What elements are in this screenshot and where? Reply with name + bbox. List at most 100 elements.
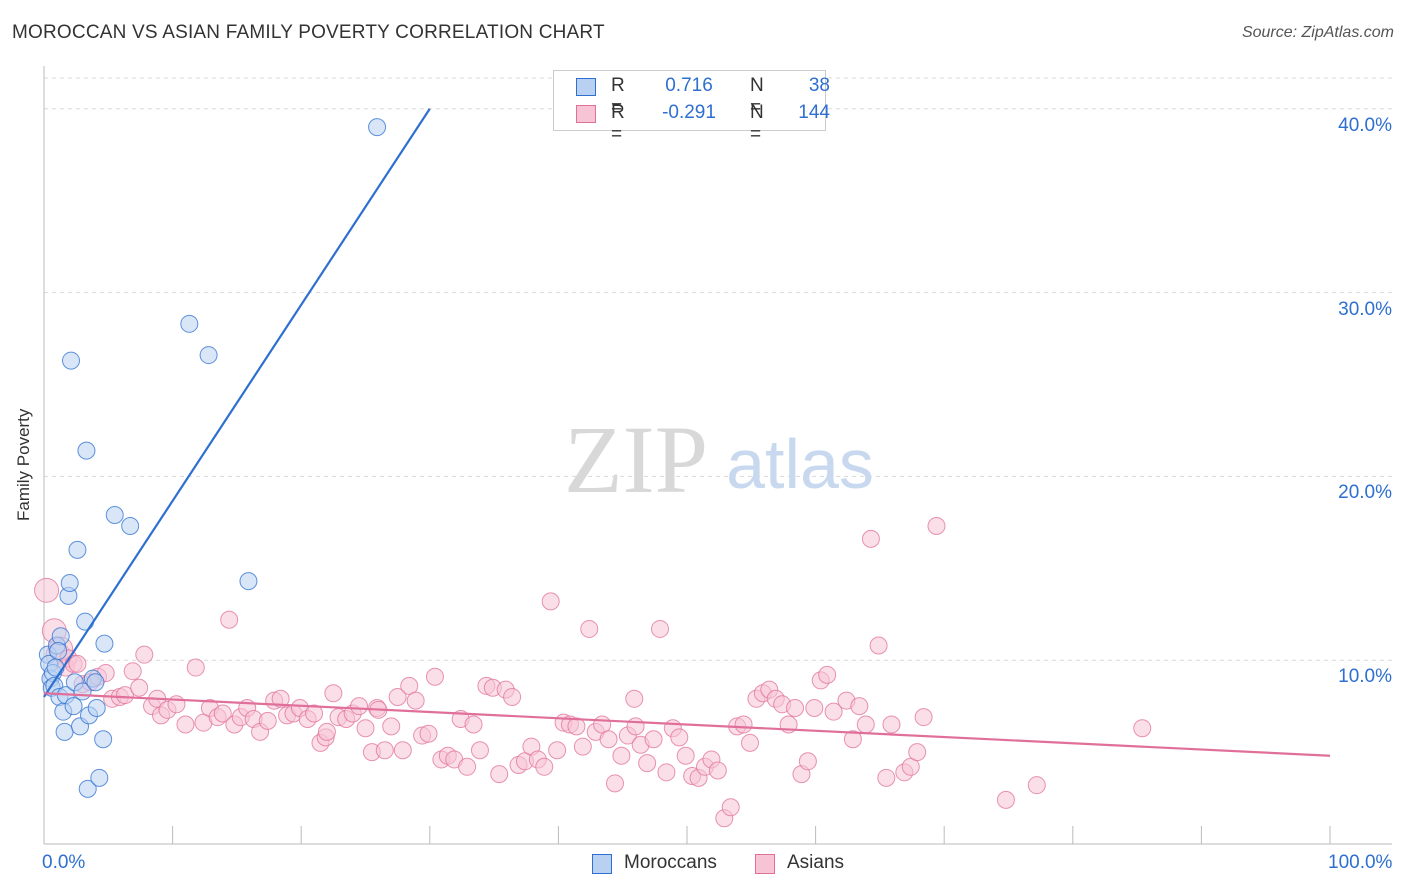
y-tick-label: 10.0%: [1338, 666, 1392, 688]
asians-point: [996, 790, 1015, 809]
asians-trend-line: [43, 692, 1331, 757]
asians-point: [798, 752, 817, 771]
asians-point: [388, 687, 407, 706]
moroccans-point: [199, 346, 218, 365]
watermark-zip: ZIP: [564, 406, 708, 513]
asians-point: [130, 678, 149, 697]
correlation-legend: R = 0.716 N = 38 R = -0.291 N = 144: [553, 70, 830, 145]
asians-point: [470, 741, 489, 760]
asians-point: [382, 717, 401, 736]
moroccans-point: [180, 314, 199, 333]
asians-point: [599, 730, 618, 749]
asians-point: [490, 765, 509, 784]
moroccans-point: [46, 658, 65, 677]
asians-point: [914, 708, 933, 727]
asians-point: [406, 691, 425, 710]
asians-point: [213, 704, 232, 723]
asians-point: [644, 730, 663, 749]
legend-n-value: 144: [798, 102, 830, 123]
asians-point: [580, 619, 599, 638]
asians-point: [567, 717, 586, 736]
bottom-legend-label: Moroccans: [624, 852, 717, 873]
asians-point: [741, 733, 760, 752]
moroccans-trend-line: [43, 108, 431, 698]
asians-point: [419, 724, 438, 743]
moroccans-point: [76, 612, 95, 631]
watermark-atlas: atlas: [726, 425, 874, 503]
asians-point: [116, 686, 135, 705]
legend-r-value: 0.716: [665, 75, 713, 96]
asians-point: [721, 798, 740, 817]
moroccans-point: [78, 779, 97, 798]
asians-point: [458, 757, 477, 776]
moroccans-point: [77, 441, 96, 460]
watermark: ZIP atlas: [564, 406, 874, 513]
bottom-legend-swatch-pink: [755, 854, 775, 874]
moroccans-point: [94, 730, 113, 749]
legend-n-label: N =: [750, 102, 764, 145]
asians-point: [34, 577, 60, 603]
bottom-legend-swatch-blue: [592, 854, 612, 874]
legend-n-label: N =: [750, 75, 764, 118]
asians-point: [350, 697, 369, 716]
y-tick-label: 40.0%: [1338, 114, 1392, 136]
legend-swatch-blue: [576, 78, 596, 96]
asians-point: [612, 746, 631, 765]
asians-point: [375, 741, 394, 760]
asians-point: [258, 711, 277, 730]
legend-r-label: R =: [611, 102, 625, 145]
asians-point: [676, 746, 695, 765]
moroccans-point: [105, 505, 124, 524]
asians-point: [877, 768, 896, 787]
asians-point: [818, 665, 837, 684]
asians-point: [670, 728, 689, 747]
moroccans-point: [51, 627, 70, 646]
asians-point: [708, 761, 727, 780]
asians-point: [650, 619, 669, 638]
moroccans-point: [87, 698, 106, 717]
asians-point: [123, 662, 142, 681]
bottom-legend-label: Asians: [787, 852, 845, 873]
asians-point: [625, 689, 644, 708]
asians-point: [541, 592, 560, 611]
asians-point: [908, 743, 927, 762]
asians-point: [843, 730, 862, 749]
asians-point: [882, 715, 901, 734]
x-tick-label-max: 100.0%: [1328, 852, 1393, 873]
chart-title: MOROCCAN VS ASIAN FAMILY POVERTY CORRELA…: [12, 22, 605, 43]
asians-point: [638, 754, 657, 773]
moroccans-point: [121, 517, 140, 536]
y-tick-label: 30.0%: [1338, 298, 1392, 320]
asians-point: [135, 645, 154, 664]
asians-point: [68, 654, 87, 673]
moroccans-point: [86, 673, 105, 692]
y-axis-label: Family Poverty: [14, 408, 33, 521]
legend-r-label: R =: [611, 75, 625, 118]
asians-point: [869, 636, 888, 655]
moroccans-point: [55, 722, 74, 741]
asians-point: [356, 719, 375, 738]
y-tick-label: 20.0%: [1338, 482, 1392, 504]
asians-point: [271, 689, 290, 708]
asians-point: [861, 529, 880, 548]
asians-point: [657, 763, 676, 782]
asians-point: [324, 684, 343, 703]
moroccans-point: [90, 768, 109, 787]
asians-point: [425, 667, 444, 686]
asians-point: [186, 658, 205, 677]
asians-point: [176, 715, 195, 734]
moroccans-point: [95, 634, 114, 653]
asians-point: [503, 687, 522, 706]
moroccans-point: [239, 572, 258, 591]
asians-point: [220, 610, 239, 629]
asians-point: [317, 722, 336, 741]
x-tick-label-min: 0.0%: [42, 852, 86, 873]
asians-point: [305, 704, 324, 723]
asians-point: [927, 517, 946, 536]
legend-n-value: 38: [808, 75, 830, 96]
legend-r-value: -0.291: [662, 102, 716, 123]
asians-point: [824, 702, 843, 721]
source-label: Source: ZipAtlas.com: [1241, 24, 1394, 41]
asians-point: [464, 715, 483, 734]
